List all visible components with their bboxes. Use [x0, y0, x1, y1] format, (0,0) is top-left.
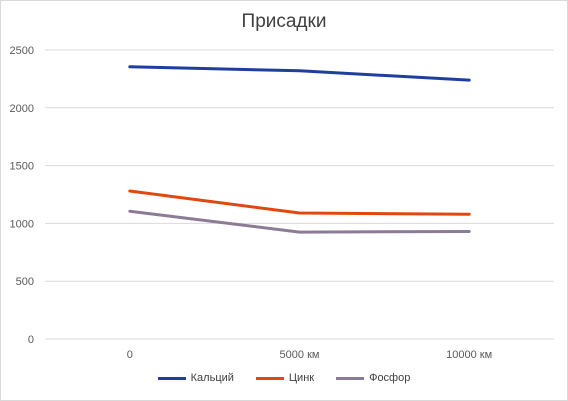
chart-title: Присадки [241, 11, 327, 32]
y-tick-label: 2500 [10, 45, 34, 57]
series-line-0 [128, 65, 471, 82]
legend-label-zinc: Цинк [288, 372, 315, 384]
y-tick-label: 500 [16, 276, 34, 288]
legend-swatch-phosphorus [336, 376, 365, 380]
legend-item-zinc: Цинк [255, 372, 315, 384]
y-tick-label: 0 [28, 334, 34, 346]
legend-label-phosphorus: Фосфор [369, 372, 411, 384]
x-tick-label: 10000 км [446, 349, 492, 361]
y-tick-label: 2000 [10, 103, 34, 115]
chart-legend: Кальций Цинк Фосфор [1, 372, 567, 384]
series-line-2 [128, 209, 471, 234]
series-line-1 [128, 189, 471, 216]
legend-swatch-calcium [157, 376, 186, 380]
y-tick-label: 1500 [10, 161, 34, 173]
legend-label-calcium: Кальций [190, 372, 234, 384]
x-tick-label: 5000 км [280, 349, 320, 361]
legend-swatch-zinc [255, 376, 284, 380]
legend-item-calcium: Кальций [157, 372, 234, 384]
x-tick-label: 0 [127, 349, 133, 361]
y-tick-label: 1000 [10, 218, 34, 230]
legend-item-phosphorus: Фосфор [336, 372, 410, 384]
